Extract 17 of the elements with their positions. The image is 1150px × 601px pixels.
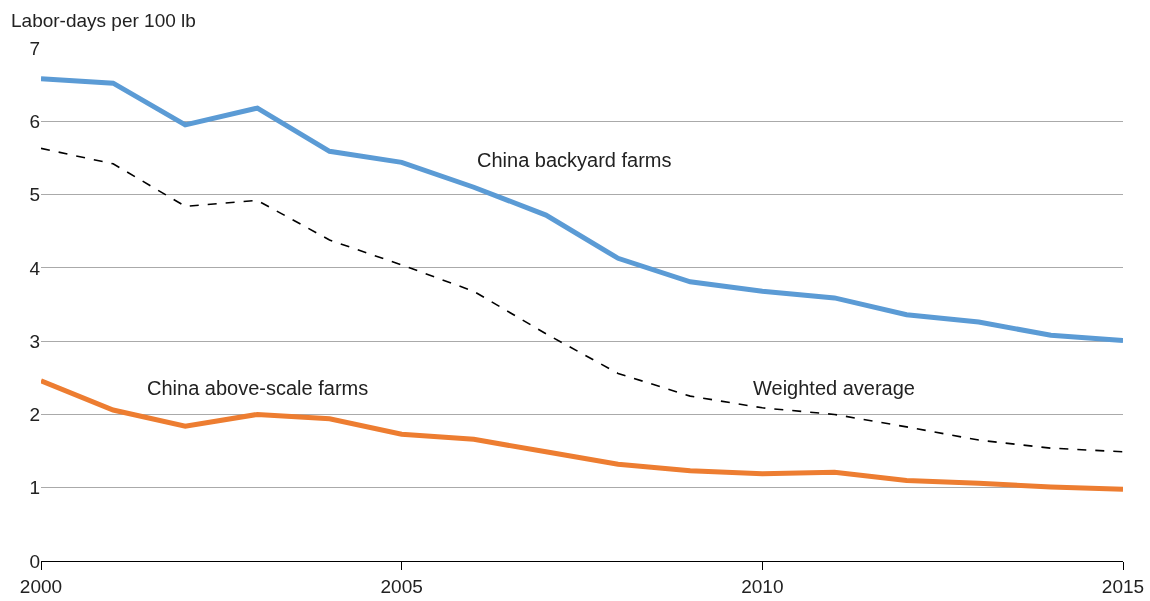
y-tick-label: 6 bbox=[29, 110, 40, 132]
x-tick-label: 2000 bbox=[19, 575, 63, 597]
series-label: Weighted average bbox=[753, 377, 915, 399]
y-tick-label: 7 bbox=[29, 37, 40, 59]
line-series bbox=[41, 147, 1123, 453]
y-tick-label: 0 bbox=[29, 550, 40, 572]
x-tick-label: 2015 bbox=[1101, 575, 1145, 597]
y-tick-label: 5 bbox=[29, 184, 40, 206]
y-tick-label: 4 bbox=[29, 257, 41, 279]
y-axis-title: Labor-days per 100 lb bbox=[11, 10, 196, 31]
x-tick-label: 2005 bbox=[380, 575, 423, 597]
y-tick-label: 3 bbox=[29, 330, 40, 352]
y-tick-label: 2 bbox=[29, 404, 40, 426]
series-label: China backyard farms bbox=[477, 149, 672, 171]
x-tick-label: 2010 bbox=[741, 575, 784, 597]
y-tick-label: 1 bbox=[29, 477, 40, 499]
series-label: China above-scale farms bbox=[147, 377, 369, 399]
